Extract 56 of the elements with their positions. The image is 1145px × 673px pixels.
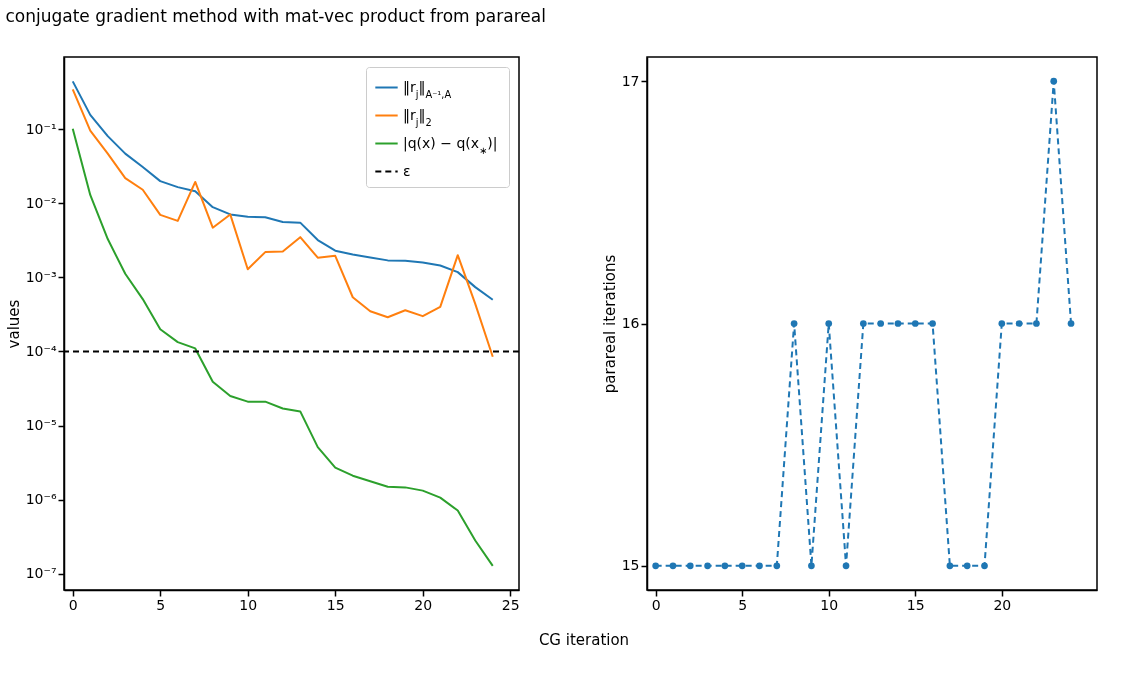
point: [721, 562, 729, 570]
y-tick-label: 17: [621, 72, 640, 89]
y-axis-title: parareal iterations: [600, 254, 619, 394]
y-tick-label: 15: [621, 557, 640, 574]
x-tick-label: 10: [820, 596, 839, 613]
x-tick-label: 5: [738, 596, 748, 613]
y-tick-label: 10⁻³: [25, 268, 57, 285]
x-tick-label: 0: [68, 596, 78, 613]
x-tick-label: 10: [239, 596, 258, 613]
point: [825, 320, 833, 327]
point: [756, 562, 763, 570]
x-tick-label: 0: [651, 596, 661, 613]
point: [808, 562, 815, 570]
point: [1015, 320, 1023, 327]
x-tick-label: 20: [414, 596, 433, 613]
y-tick-label: 10⁻⁶: [25, 491, 57, 508]
point: [790, 320, 798, 327]
legend-label: |q(x) − q(x$_{∗}$)|: [403, 134, 498, 155]
y-tick-label: 10⁻⁷: [25, 565, 57, 582]
point: [704, 562, 711, 570]
point: [946, 562, 954, 570]
legend-label: ε: [403, 162, 411, 179]
y-tick-label: 16: [621, 315, 640, 331]
point: [842, 562, 850, 570]
x-tick-label: 15: [906, 596, 925, 613]
point: [686, 562, 694, 570]
y-tick-label: 10⁻⁵: [25, 417, 57, 434]
point: [894, 320, 902, 327]
point: [998, 320, 1006, 327]
point: [859, 320, 867, 327]
point: [1067, 320, 1075, 327]
y-tick-label: 10⁻¹: [25, 120, 57, 137]
legend-label: ‖r$_{j}$‖$_{A⁻¹,A}$: [403, 78, 452, 99]
point: [1033, 320, 1040, 327]
point: [738, 562, 746, 570]
point: [669, 562, 677, 570]
point: [981, 562, 988, 570]
x-tick-label: 25: [501, 596, 520, 613]
line-series: [71, 127, 494, 567]
x-tick-label: 20: [993, 596, 1012, 613]
x-tick-label: 15: [326, 596, 345, 613]
point: [911, 320, 919, 327]
legend-label: ‖r$_{j}$‖$_{2}$: [403, 106, 432, 127]
y-tick-label: 10⁻⁴: [25, 342, 57, 359]
point: [929, 320, 936, 327]
point: [773, 562, 781, 570]
point: [963, 562, 971, 570]
chart-title: conjugate gradient method with mat-vec product from parareal: [5, 6, 546, 27]
x-axis-title: CG iteration: [538, 631, 630, 649]
point: [1050, 77, 1058, 85]
y-tick-label: 10⁻²: [25, 194, 57, 211]
x-tick-label: 5: [156, 596, 166, 613]
point: [652, 562, 660, 570]
y-axis-title: values: [4, 299, 23, 349]
point: [877, 320, 885, 327]
line-series: [71, 80, 494, 301]
